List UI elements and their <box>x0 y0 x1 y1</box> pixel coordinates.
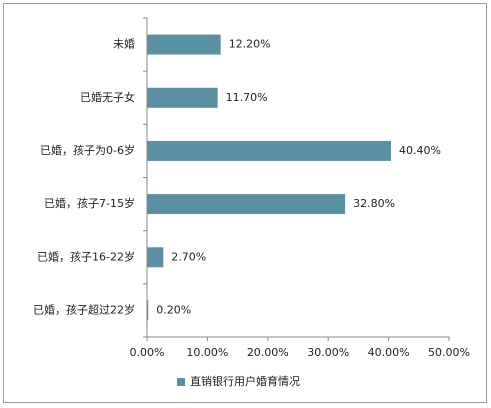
legend-label: 直销银行用户婚育情况 <box>190 374 300 388</box>
y-tick-label: 已婚，孩子为0-6岁 <box>40 143 135 157</box>
y-tick-label: 已婚无子女 <box>80 90 135 104</box>
legend-swatch <box>177 378 185 386</box>
value-label: 12.20% <box>229 38 271 51</box>
x-tick-label: 10.00% <box>186 346 228 359</box>
x-tick-label: 20.00% <box>247 346 289 359</box>
bar <box>147 140 392 161</box>
y-tick-label: 已婚，孩子7-15岁 <box>44 196 135 210</box>
value-label: 40.40% <box>399 144 441 157</box>
x-tick-label: 40.00% <box>368 346 410 359</box>
bar <box>147 194 346 215</box>
bar <box>147 34 221 55</box>
value-label: 11.70% <box>226 91 268 104</box>
bar <box>147 87 218 108</box>
y-tick-label: 已婚，孩子超过22岁 <box>33 302 135 316</box>
y-tick-label: 已婚，孩子16-22岁 <box>37 249 135 263</box>
bar <box>147 300 149 321</box>
value-label: 0.20% <box>156 303 191 316</box>
x-tick-label: 30.00% <box>307 346 349 359</box>
x-tick-label: 0.00% <box>130 346 165 359</box>
x-tick-label: 50.00% <box>428 346 470 359</box>
value-label: 2.70% <box>171 250 206 263</box>
y-tick-label: 未婚 <box>113 37 135 51</box>
value-label: 32.80% <box>353 197 395 210</box>
bar <box>147 247 164 268</box>
